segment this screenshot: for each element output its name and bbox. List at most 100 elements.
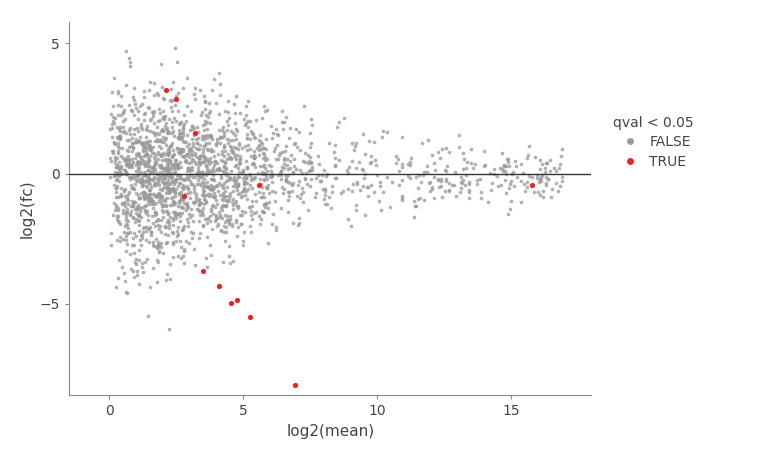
Point: [157, 114, 169, 122]
Point: [131, 124, 143, 132]
Point: [149, 193, 161, 200]
Point: [409, 202, 422, 209]
Point: [106, 148, 118, 155]
Point: [139, 195, 151, 202]
Point: [171, 163, 184, 171]
Point: [230, 144, 242, 151]
Point: [176, 203, 188, 211]
Point: [227, 257, 239, 264]
Point: [353, 158, 366, 166]
Point: [114, 134, 126, 141]
Point: [505, 198, 517, 205]
Point: [200, 161, 212, 168]
Point: [189, 85, 201, 92]
Point: [217, 180, 230, 187]
Point: [167, 97, 179, 104]
Point: [203, 161, 215, 168]
Point: [126, 184, 138, 191]
Point: [197, 136, 210, 143]
Point: [186, 147, 198, 154]
Point: [257, 144, 270, 151]
Point: [151, 216, 164, 224]
Point: [499, 176, 511, 184]
Point: [174, 189, 187, 196]
Point: [245, 153, 257, 160]
Point: [177, 122, 189, 129]
Point: [291, 193, 303, 200]
Point: [523, 142, 535, 150]
Point: [329, 154, 342, 162]
Point: [203, 100, 215, 107]
Point: [157, 173, 170, 180]
Point: [155, 151, 167, 158]
Point: [260, 184, 273, 191]
Point: [255, 180, 267, 188]
Point: [240, 175, 252, 182]
Point: [232, 180, 244, 187]
Point: [120, 237, 132, 244]
Point: [257, 150, 270, 157]
Point: [257, 170, 270, 177]
Point: [135, 157, 147, 164]
Point: [285, 152, 297, 159]
Point: [169, 102, 181, 109]
Point: [181, 182, 194, 189]
Point: [208, 194, 220, 201]
Point: [117, 123, 129, 131]
Point: [154, 161, 167, 168]
Point: [135, 155, 147, 162]
Point: [240, 179, 252, 186]
Point: [223, 114, 235, 121]
Point: [435, 178, 448, 185]
Point: [169, 167, 181, 175]
Point: [293, 219, 305, 226]
Point: [281, 208, 293, 215]
Point: [167, 186, 180, 194]
Point: [133, 150, 145, 158]
Point: [187, 91, 200, 98]
Point: [166, 201, 178, 208]
Point: [149, 155, 161, 163]
Point: [118, 106, 130, 113]
Point: [162, 182, 174, 189]
Point: [187, 125, 200, 132]
Point: [211, 166, 223, 173]
Point: [374, 178, 386, 185]
Point: [185, 180, 197, 188]
Point: [396, 176, 408, 183]
Point: [210, 166, 223, 173]
Point: [156, 83, 168, 90]
Point: [540, 180, 552, 187]
Point: [368, 189, 380, 196]
Point: [116, 144, 128, 151]
Point: [198, 171, 210, 178]
Point: [195, 179, 207, 186]
Point: [309, 193, 321, 200]
Point: [418, 196, 430, 203]
Point: [270, 224, 283, 231]
Point: [217, 196, 229, 203]
Point: [107, 118, 119, 125]
Point: [115, 201, 127, 208]
Point: [177, 224, 190, 231]
Point: [204, 158, 217, 166]
Point: [153, 226, 165, 233]
Point: [187, 125, 199, 132]
Point: [218, 222, 230, 229]
Point: [375, 207, 387, 214]
Point: [111, 123, 123, 131]
Point: [131, 107, 144, 114]
Point: [132, 247, 144, 254]
Point: [505, 177, 518, 184]
Point: [153, 190, 165, 197]
Point: [220, 202, 233, 209]
Point: [205, 252, 217, 259]
Point: [227, 175, 239, 182]
Point: [151, 215, 164, 222]
Point: [114, 127, 126, 134]
Point: [105, 133, 118, 141]
Point: [180, 152, 193, 159]
Point: [396, 197, 409, 204]
Point: [198, 153, 210, 160]
Point: [239, 209, 251, 216]
